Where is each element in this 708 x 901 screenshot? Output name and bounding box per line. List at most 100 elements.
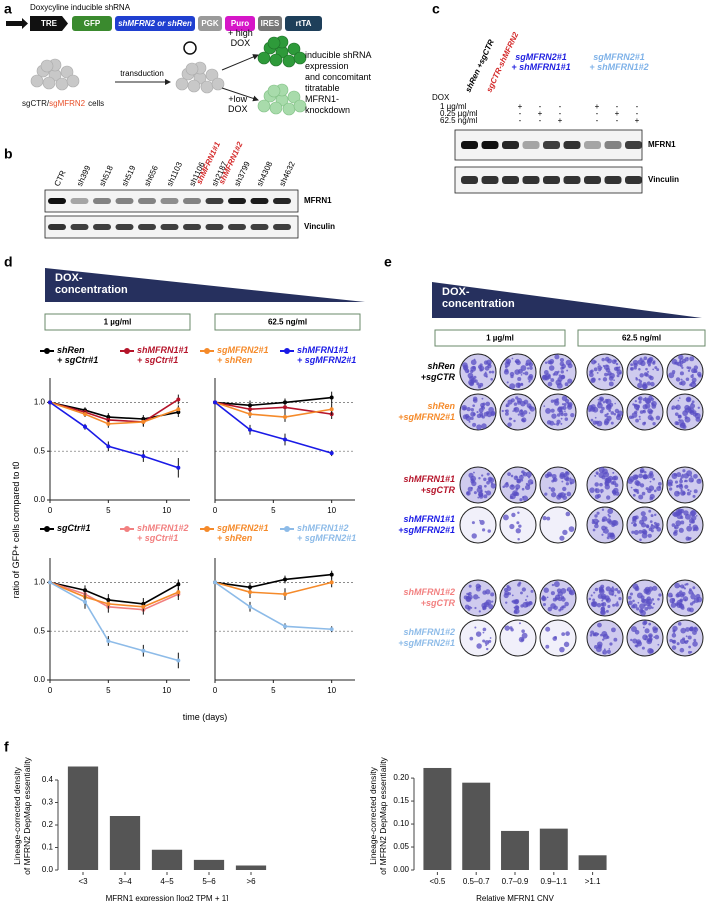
colony [485, 490, 492, 496]
colony [680, 520, 685, 525]
colony [641, 646, 645, 650]
colony [646, 370, 650, 373]
legend-swatch [124, 526, 130, 532]
data-point [329, 572, 334, 577]
colony [693, 473, 698, 479]
colony [504, 625, 510, 631]
series-line [49, 581, 179, 662]
x-tick-label: 0 [213, 686, 218, 695]
colony [689, 510, 696, 517]
colony [692, 641, 698, 647]
colony [683, 473, 689, 479]
legend-swatch [204, 526, 210, 532]
colony [672, 625, 678, 632]
dox-symbol: - [539, 102, 542, 111]
colony [615, 414, 622, 421]
colony [464, 368, 470, 374]
colony [634, 399, 637, 403]
colony [547, 374, 551, 378]
concentration-box [214, 313, 361, 331]
colony [479, 519, 481, 522]
colony [688, 518, 695, 524]
colony [675, 593, 680, 598]
data-point [329, 580, 334, 585]
construct-label: PGK [201, 19, 219, 28]
colony [607, 475, 613, 481]
colony [527, 375, 533, 381]
colony [490, 482, 494, 485]
dox-label: DOX- concentration [55, 272, 128, 296]
x-tick-label: 5 [106, 686, 111, 695]
colony [564, 601, 569, 607]
dox-symbol: + [615, 109, 620, 118]
colony [677, 399, 680, 402]
colony [627, 595, 632, 600]
colony [472, 404, 476, 408]
colony [652, 602, 655, 606]
colony [520, 604, 524, 608]
colony [557, 591, 563, 597]
dox-gradient [432, 282, 702, 318]
colony [678, 397, 681, 399]
colony [520, 591, 523, 595]
colony [613, 475, 619, 481]
colony [588, 372, 594, 378]
legend-swatch [124, 348, 130, 354]
colony [675, 421, 680, 426]
colony [488, 370, 492, 374]
colony [592, 528, 596, 532]
x-tick-label: 0 [48, 506, 53, 515]
colony [606, 415, 612, 421]
colony [689, 490, 692, 493]
colony [633, 404, 636, 406]
colony [515, 484, 521, 490]
colony [603, 528, 609, 534]
colony [601, 406, 605, 411]
colony [550, 492, 557, 498]
colony [648, 509, 652, 513]
colony [473, 398, 478, 403]
colony [616, 374, 620, 378]
colony [606, 649, 611, 654]
colony [526, 367, 530, 370]
colony [483, 494, 488, 499]
colony [476, 643, 482, 649]
construct-element [30, 16, 68, 31]
colony [610, 411, 615, 415]
colony [679, 477, 683, 481]
colony [550, 378, 555, 382]
colony [520, 374, 523, 376]
colony [466, 596, 471, 602]
colony [596, 511, 600, 515]
data-point [283, 592, 287, 597]
colony [680, 488, 683, 492]
colony [671, 369, 676, 374]
colony [564, 493, 567, 496]
colony [631, 530, 635, 534]
colony [518, 622, 521, 625]
colony [565, 482, 570, 486]
dish [499, 619, 537, 657]
construct-element [258, 16, 282, 31]
colony [563, 412, 568, 417]
colony [596, 472, 599, 475]
colony [643, 421, 647, 425]
y-tick-label: 0.5 [34, 446, 46, 455]
colony [479, 519, 485, 526]
colony [673, 372, 675, 375]
colony [674, 361, 677, 365]
colony [477, 496, 480, 499]
colony [632, 359, 639, 366]
colony [594, 494, 600, 500]
colony [559, 357, 565, 363]
colony [521, 587, 527, 592]
construct-element [285, 16, 322, 31]
cell [267, 36, 281, 50]
colony [606, 373, 609, 376]
colony [645, 367, 648, 371]
colony [648, 634, 652, 638]
colony [669, 597, 676, 604]
colony [684, 357, 689, 362]
colony [678, 527, 684, 533]
colony [490, 410, 496, 416]
